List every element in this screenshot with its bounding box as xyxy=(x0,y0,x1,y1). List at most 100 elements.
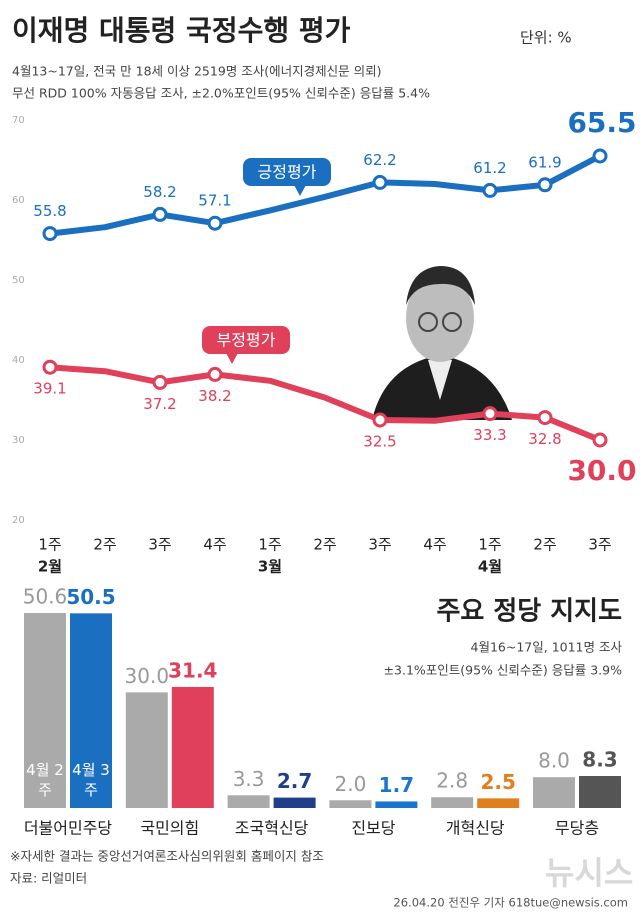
callout-box xyxy=(202,326,290,354)
series-line xyxy=(49,364,602,443)
series-name: 4월 3주 xyxy=(72,761,110,799)
y-tick-label: 40 xyxy=(12,355,25,366)
x-tick-label: 1주 xyxy=(478,536,501,554)
x-tick-label: 4주 xyxy=(203,536,226,554)
portrait xyxy=(372,250,512,420)
value-label: 38.2 xyxy=(198,387,231,405)
point xyxy=(152,206,168,222)
value-label: 50.6 xyxy=(23,584,68,608)
x-tick-label: 개혁신당 xyxy=(446,819,505,838)
bar xyxy=(70,613,112,808)
point xyxy=(592,148,608,164)
point xyxy=(592,432,608,448)
y-tick-label: 30 xyxy=(12,435,25,446)
value-label: 30.0 xyxy=(125,664,170,688)
value-label: 32.5 xyxy=(363,433,396,451)
bar xyxy=(533,777,575,808)
x-tick-label: 1주 xyxy=(38,536,61,554)
value-label: 39.1 xyxy=(33,380,66,398)
x-tick-label: 4주 xyxy=(423,536,446,554)
x-tick-label: 진보당 xyxy=(351,819,395,838)
point xyxy=(42,359,58,375)
month-label: 4월 xyxy=(478,558,502,576)
note: 4월16~17일, 1011명 조사 xyxy=(471,640,623,655)
point xyxy=(372,174,388,190)
note: 무선 RDD 100% 자동응답 조사, ±2.0%포인트(95% 신뢰수준) … xyxy=(12,86,430,101)
value-label: 3.3 xyxy=(233,767,265,791)
value-label: 8.0 xyxy=(538,749,570,773)
x-tick-label: 더불어민주당 xyxy=(24,819,113,838)
value-label: 58.2 xyxy=(143,183,176,201)
chart-title: 주요 정당 지지도 xyxy=(436,597,622,627)
bar xyxy=(24,612,66,808)
month-label: 2월 xyxy=(38,558,62,576)
x-tick-label: 2주 xyxy=(93,536,116,554)
point xyxy=(207,215,223,231)
logo: 뉴시스 xyxy=(545,854,633,892)
bar xyxy=(477,798,520,808)
bar xyxy=(227,795,270,808)
month-label: 3월 xyxy=(258,558,282,576)
value-label: 32.8 xyxy=(528,430,561,448)
point xyxy=(482,182,498,198)
value-label: 2.0 xyxy=(334,772,366,796)
value-label: 61.2 xyxy=(473,159,506,177)
x-tick-label: 1주 xyxy=(258,536,281,554)
legend-label: 부정평가 xyxy=(217,331,276,350)
value-label: 33.3 xyxy=(473,426,506,444)
value-label: 61.9 xyxy=(528,153,561,171)
point xyxy=(152,374,168,390)
series-line xyxy=(49,153,602,237)
footnote: ※자세한 결과는 중앙선거여론조사심의위원회 홈페이지 참조 xyxy=(10,849,324,864)
bar xyxy=(273,797,316,808)
bar xyxy=(125,692,168,808)
y-tick-label: 60 xyxy=(12,195,25,206)
value-label: 2.8 xyxy=(436,769,468,793)
value-label: 55.8 xyxy=(33,202,66,220)
x-tick-label: 2주 xyxy=(533,536,556,554)
point xyxy=(482,406,498,422)
value-label: 8.3 xyxy=(582,748,617,772)
x-tick-label: 조국혁신당 xyxy=(235,819,309,838)
x-tick-label: 2주 xyxy=(313,536,336,554)
callout-pointer xyxy=(294,185,306,196)
y-tick-label: 50 xyxy=(12,275,25,286)
value-label: 30.0 xyxy=(567,454,636,487)
note: ±3.1%포인트(95% 신뢰수준) 응답률 3.9% xyxy=(384,663,623,678)
title: 이재명 대통령 국정수행 평가 xyxy=(12,14,351,47)
value-label: 57.1 xyxy=(198,192,231,210)
x-tick-label: 3주 xyxy=(368,536,391,554)
value-label: 50.5 xyxy=(66,585,115,609)
point xyxy=(207,366,223,382)
callout-pointer xyxy=(226,353,238,364)
value-label: 2.5 xyxy=(480,770,515,794)
callout-box xyxy=(243,158,331,186)
point xyxy=(537,410,553,426)
bar xyxy=(171,686,214,808)
point xyxy=(537,177,553,193)
value-label: 31.4 xyxy=(168,658,217,682)
value-label: 62.2 xyxy=(363,151,396,169)
point xyxy=(42,226,58,242)
unit: 단위: % xyxy=(520,29,572,47)
legend-label: 긍정평가 xyxy=(258,163,317,182)
value-label: 65.5 xyxy=(567,106,636,139)
bar xyxy=(375,801,418,808)
x-tick-label: 3주 xyxy=(148,536,171,554)
series-name: 4월 2주 xyxy=(26,761,64,799)
y-tick-label: 70 xyxy=(12,115,25,126)
source: 자료: 리얼미터 xyxy=(10,871,87,886)
x-tick-label: 무당층 xyxy=(555,819,599,838)
point xyxy=(372,412,388,428)
bar xyxy=(431,797,474,808)
note: 4월13~17일, 전국 만 18세 이상 2519명 조사(에너지경제신문 의… xyxy=(12,64,382,79)
value-label: 2.7 xyxy=(277,769,312,793)
value-label: 37.2 xyxy=(143,395,176,413)
x-tick-label: 3주 xyxy=(588,536,611,554)
bar xyxy=(329,800,372,808)
value-label: 1.7 xyxy=(379,773,414,797)
x-tick-label: 국민의힘 xyxy=(140,819,199,838)
credit: 26.04.20 전진우 기자 618tue@newsis.com xyxy=(393,896,628,910)
